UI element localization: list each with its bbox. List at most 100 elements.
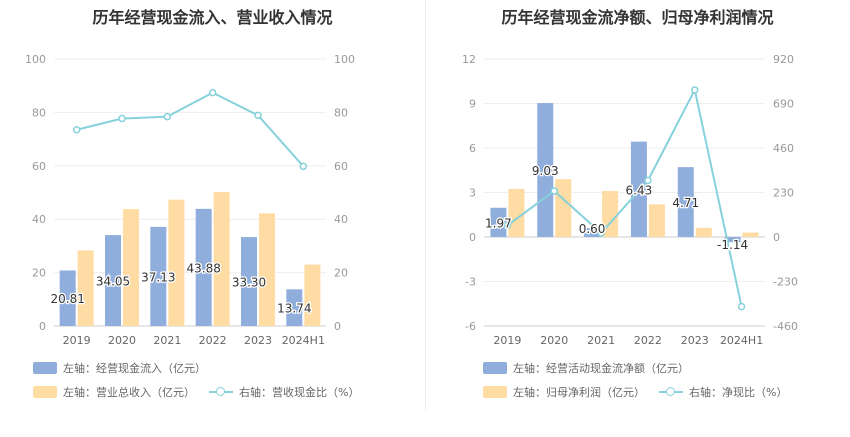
x-axis-tick-label: 2023 [244, 334, 272, 345]
bar-secondary [742, 232, 759, 237]
ratio-point [691, 86, 699, 94]
data-label: 20.81 [50, 292, 84, 306]
left-axis-tick-label: 6 [469, 142, 476, 155]
chart-title: 历年经营现金流入、营业收入情况 [92, 8, 333, 27]
right-axis-tick-label: 60 [334, 160, 348, 173]
bar-primary [584, 228, 601, 237]
ratio-line [506, 87, 743, 307]
x-axis-tick-label: 2023 [681, 334, 709, 345]
data-label: 43.88 [186, 261, 220, 275]
ratio-point [299, 162, 308, 171]
net-cashflow-chart: -6 -3 0 3 6 9 12 -460 -230 0 230 460 690 920 2019 2020 2… [462, 53, 798, 345]
bar-primary [195, 208, 212, 326]
x-axis-tick-label: 2019 [63, 334, 91, 345]
x-axis-tick-label: 2019 [493, 334, 521, 345]
x-axis-tick-label: 2022 [634, 334, 662, 345]
ratio-point [163, 112, 172, 121]
right-axis-tick-label: 20 [334, 267, 348, 280]
bar-primary [150, 226, 167, 326]
legend-swatch-inflow [33, 362, 57, 374]
data-label: 4.71 [672, 196, 699, 210]
x-axis-tick-label: 2024H1 [720, 334, 763, 345]
legend-row-2: 左轴：营业总收入（亿元） 右轴：营收现金比（%） [33, 384, 359, 400]
bar-primary [490, 207, 507, 237]
bar-primary [286, 289, 303, 326]
bar-secondary [555, 179, 572, 237]
ratio-point [644, 176, 652, 185]
bar-primary [241, 237, 257, 326]
bar-primary [677, 167, 694, 237]
bar-secondary [602, 191, 619, 237]
right-axis-tick-label: -460 [773, 320, 798, 333]
data-label: 13.74 [277, 302, 311, 316]
bar-primary [537, 103, 554, 238]
ratio-point [597, 229, 605, 237]
legend-label-ratio: 右轴：净现比（%） [689, 386, 788, 399]
right-axis-tick-label: 100 [334, 53, 355, 66]
left-axis-tick-label: 0 [39, 320, 46, 333]
right-axis-tick-label: 460 [773, 142, 794, 155]
bar-secondary [648, 204, 665, 237]
data-label: 33.30 [232, 276, 266, 290]
legend-row-2: 左轴：归母净利润（亿元） 右轴：净现比（%） [483, 384, 787, 400]
bar-secondary [695, 227, 712, 237]
ratio-line [76, 91, 305, 167]
legend-line-symbol-ratio [659, 386, 683, 398]
bar-secondary [259, 213, 275, 326]
ratio-point [118, 114, 126, 123]
bar-primary [724, 237, 741, 243]
legend-swatch-net-cashflow [483, 362, 507, 374]
bar-secondary [168, 199, 185, 326]
x-axis-tick-label: 2021 [587, 334, 615, 345]
left-axis-tick-label: 20 [32, 267, 46, 280]
legend-label-revenue: 左轴：营业总收入（亿元） [63, 386, 195, 399]
legend-row-1: 左轴：经营活动现金流净额（亿元） [483, 360, 689, 376]
data-label: -1.14 [717, 238, 748, 252]
x-axis-tick-label: 2022 [199, 334, 227, 345]
right-axis-tick-label: 230 [773, 187, 794, 200]
left-axis-tick-label: 9 [469, 98, 476, 111]
legend-swatch-net-profit [483, 386, 507, 398]
right-axis-tick-label: 40 [334, 213, 348, 226]
bar-primary [105, 235, 121, 326]
right-axis-tick-label: -230 [773, 276, 798, 289]
x-axis-tick-label: 2024H1 [282, 334, 325, 345]
bar-secondary [77, 250, 94, 326]
chart-panel-net-cashflow: 历年经营现金流净额、归母净利润情况 -6 -3 0 3 6 9 12 -460 -230 0 230… [425, 0, 850, 437]
ratio-point [72, 126, 81, 134]
ratio-point [503, 221, 512, 230]
left-axis-tick-label: 80 [32, 106, 46, 119]
ratio-point [254, 111, 262, 120]
right-axis-tick-label: 0 [334, 320, 341, 333]
panel-divider [425, 0, 426, 410]
x-axis-tick-label: 2021 [153, 334, 181, 345]
left-axis-tick-label: 0 [469, 231, 476, 244]
x-axis-tick-label: 2020 [108, 334, 136, 345]
cashflow-inflow-chart: 0 20 40 60 80 100 0 20 40 60 80 100 2019 2020 2021 2022… [25, 53, 355, 345]
legend-row-1: 左轴：经营现金流入（亿元） [33, 360, 206, 376]
data-label: 1.97 [485, 216, 512, 230]
data-label: 6.43 [626, 183, 653, 197]
bar-secondary [304, 264, 321, 326]
right-axis-tick-label: 0 [773, 231, 780, 244]
legend-label-net-cashflow: 左轴：经营活动现金流净额（亿元） [513, 362, 689, 375]
right-axis-tick-label: 80 [334, 106, 348, 119]
left-axis-tick-label: -3 [465, 276, 476, 289]
ratio-point [208, 88, 217, 97]
data-label: 37.13 [141, 270, 175, 284]
chart-panel-cashflow-inflow: 历年经营现金流入、营业收入情况 0 20 40 60 80 100 0 20 40 60 80 100… [25, 8, 359, 400]
left-axis-tick-label: 100 [25, 53, 46, 66]
bar-secondary [123, 209, 139, 326]
legend-label-net-profit: 左轴：归母净利润（亿元） [513, 386, 645, 399]
chart-title: 历年经营现金流净额、归母净利润情况 [501, 8, 774, 27]
left-axis-tick-label: 40 [32, 213, 46, 226]
left-axis-tick-label: 12 [462, 53, 476, 66]
legend-line-symbol-ratio [209, 386, 233, 398]
bar-secondary [213, 191, 230, 326]
x-axis-tick-label: 2020 [540, 334, 568, 345]
data-label: 34.05 [96, 275, 130, 289]
ratio-point [550, 187, 558, 195]
ratio-point [737, 302, 746, 311]
left-axis-tick-label: 60 [32, 160, 46, 173]
legend-swatch-revenue [33, 386, 57, 398]
